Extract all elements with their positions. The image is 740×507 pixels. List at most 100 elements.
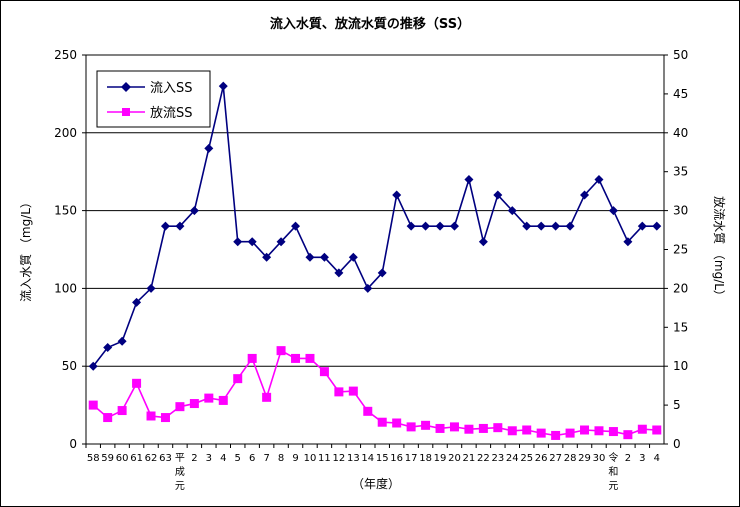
data-point-outflow — [160, 413, 170, 423]
data-point-inflow — [435, 221, 445, 231]
series-layer — [88, 81, 662, 440]
data-point-outflow — [189, 399, 199, 409]
data-point-inflow — [608, 206, 618, 216]
legend-marker-inflow — [121, 82, 131, 92]
right-tick-label: 25 — [673, 243, 688, 257]
x-tick-label: 3 — [206, 453, 212, 464]
x-tick-label: 25 — [520, 453, 533, 464]
left-axis-ticks: 0 50 100 150 200 250 — [54, 48, 86, 451]
data-point-outflow — [319, 367, 329, 377]
data-point-outflow — [449, 422, 459, 432]
series-line-0 — [92, 85, 657, 367]
data-point-outflow — [392, 418, 402, 428]
x-tick-label: 17 — [405, 453, 418, 464]
data-point-outflow — [363, 406, 373, 416]
data-point-outflow — [435, 423, 445, 433]
x-tick-label: 26 — [535, 453, 548, 464]
right-tick-label: 40 — [673, 126, 688, 140]
data-point-inflow — [594, 174, 604, 184]
data-point-inflow — [363, 283, 373, 293]
data-point-inflow — [580, 190, 590, 200]
data-point-inflow — [276, 237, 286, 247]
right-tick-label: 50 — [673, 48, 688, 62]
chart-title: 流入水質、放流水質の推移（SS） — [270, 16, 470, 32]
x-tick-label: 3 — [639, 453, 645, 464]
right-tick-label: 30 — [673, 204, 688, 218]
left-tick-label: 250 — [54, 48, 77, 62]
x-tick-label: 22 — [477, 453, 490, 464]
data-point-outflow — [594, 426, 604, 436]
data-point-outflow — [551, 430, 561, 440]
data-point-outflow — [377, 417, 387, 427]
x-tick-label: 11 — [318, 453, 331, 464]
x-tick-label: 59 — [101, 453, 114, 464]
data-point-inflow — [421, 221, 431, 231]
right-axis-ticks: 0 5 10 15 20 25 30 35 40 45 50 — [664, 48, 688, 451]
data-point-outflow — [175, 402, 185, 412]
x-tick-label: 29 — [578, 453, 591, 464]
left-tick-label: 50 — [62, 359, 77, 373]
data-point-outflow — [421, 420, 431, 430]
data-point-inflow — [623, 237, 633, 247]
data-point-outflow — [218, 395, 228, 405]
data-point-inflow — [204, 143, 214, 153]
grid-lines — [86, 132, 664, 367]
x-tick-label: 4 — [654, 453, 660, 464]
data-point-outflow — [204, 393, 214, 403]
x-tick-label: 10 — [304, 453, 317, 464]
x-tick-label: 9 — [292, 453, 298, 464]
right-tick-label: 0 — [673, 437, 681, 451]
x-tick-label: 62 — [145, 453, 158, 464]
data-point-outflow — [478, 423, 488, 433]
right-tick-label: 15 — [673, 320, 688, 334]
x-tick-label: 平成元 — [175, 453, 185, 492]
x-tick-label: 4 — [220, 453, 226, 464]
x-tick-label: 6 — [249, 453, 255, 464]
data-point-outflow — [305, 353, 315, 363]
data-point-inflow — [146, 283, 156, 293]
data-point-inflow — [247, 237, 257, 247]
data-point-inflow — [218, 81, 228, 91]
data-point-inflow — [637, 221, 647, 231]
data-point-inflow — [233, 237, 243, 247]
data-point-outflow — [580, 425, 590, 435]
data-point-outflow — [132, 378, 142, 388]
data-point-outflow — [146, 411, 156, 421]
data-point-inflow — [175, 221, 185, 231]
left-tick-label: 200 — [54, 126, 77, 140]
x-tick-label: 28 — [564, 453, 577, 464]
x-tick-label: 60 — [116, 453, 129, 464]
data-point-outflow — [334, 387, 344, 397]
x-tick-label: 20 — [448, 453, 461, 464]
data-point-inflow — [493, 190, 503, 200]
data-point-outflow — [233, 374, 243, 384]
x-tick-label: 13 — [347, 453, 360, 464]
legend-box — [96, 70, 211, 128]
data-point-outflow — [464, 424, 474, 434]
x-tick-label: 令和元 — [608, 451, 618, 492]
data-point-inflow — [262, 252, 272, 262]
data-point-inflow — [406, 221, 416, 231]
data-point-outflow — [247, 353, 257, 363]
right-tick-label: 20 — [673, 281, 688, 295]
x-tick-label: 12 — [333, 453, 346, 464]
data-point-outflow — [493, 423, 503, 433]
x-tick-label: 2 — [625, 453, 631, 464]
x-tick-label: 14 — [361, 453, 374, 464]
data-point-outflow — [103, 413, 113, 423]
data-point-inflow — [478, 237, 488, 247]
data-point-inflow — [536, 221, 546, 231]
data-point-inflow — [132, 297, 142, 307]
x-tick-label: 15 — [376, 453, 389, 464]
data-point-inflow — [334, 268, 344, 278]
x-tick-label: 7 — [263, 453, 269, 464]
x-tick-label: 21 — [463, 453, 476, 464]
x-tick-label: 16 — [390, 453, 403, 464]
x-tick-label: 63 — [159, 453, 172, 464]
data-point-outflow — [262, 392, 272, 402]
data-point-inflow — [507, 206, 517, 216]
data-point-outflow — [608, 427, 618, 437]
x-tick-label: 18 — [419, 453, 432, 464]
